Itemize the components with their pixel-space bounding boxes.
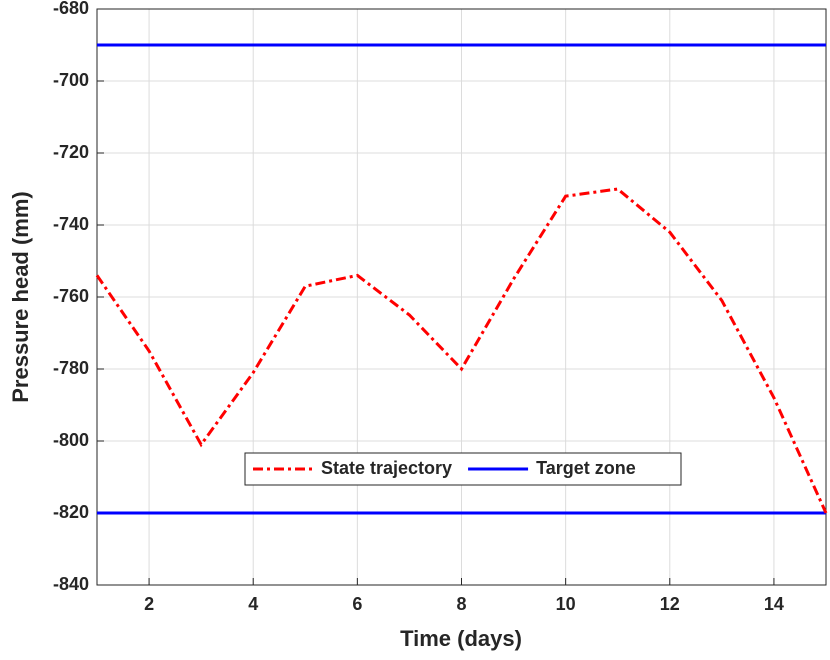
y-tick-label: -720 — [53, 142, 89, 162]
y-tick-label: -700 — [53, 70, 89, 90]
y-tick-label: -820 — [53, 502, 89, 522]
y-tick-label: -740 — [53, 214, 89, 234]
x-tick-label: 14 — [764, 594, 784, 614]
y-tick-label: -780 — [53, 358, 89, 378]
y-tick-label: -680 — [53, 0, 89, 18]
x-tick-label: 2 — [144, 594, 154, 614]
plot-frame — [96, 8, 827, 586]
x-tick-label: 8 — [456, 594, 466, 614]
y-tick-label: -840 — [53, 574, 89, 594]
legend-label: State trajectory — [321, 458, 452, 478]
y-tick-label: -800 — [53, 430, 89, 450]
x-tick-label: 6 — [352, 594, 362, 614]
y-tick-label: -760 — [53, 286, 89, 306]
x-tick-label: 10 — [556, 594, 576, 614]
legend-label: Target zone — [536, 458, 636, 478]
y-axis-label: Pressure head (mm) — [8, 191, 33, 403]
legend-box — [244, 452, 682, 486]
x-tick-label: 12 — [660, 594, 680, 614]
x-tick-label: 4 — [248, 594, 258, 614]
x-axis-label: Time (days) — [400, 626, 522, 651]
line-series — [95, 187, 828, 514]
legend: State trajectory Target zone — [244, 452, 682, 486]
